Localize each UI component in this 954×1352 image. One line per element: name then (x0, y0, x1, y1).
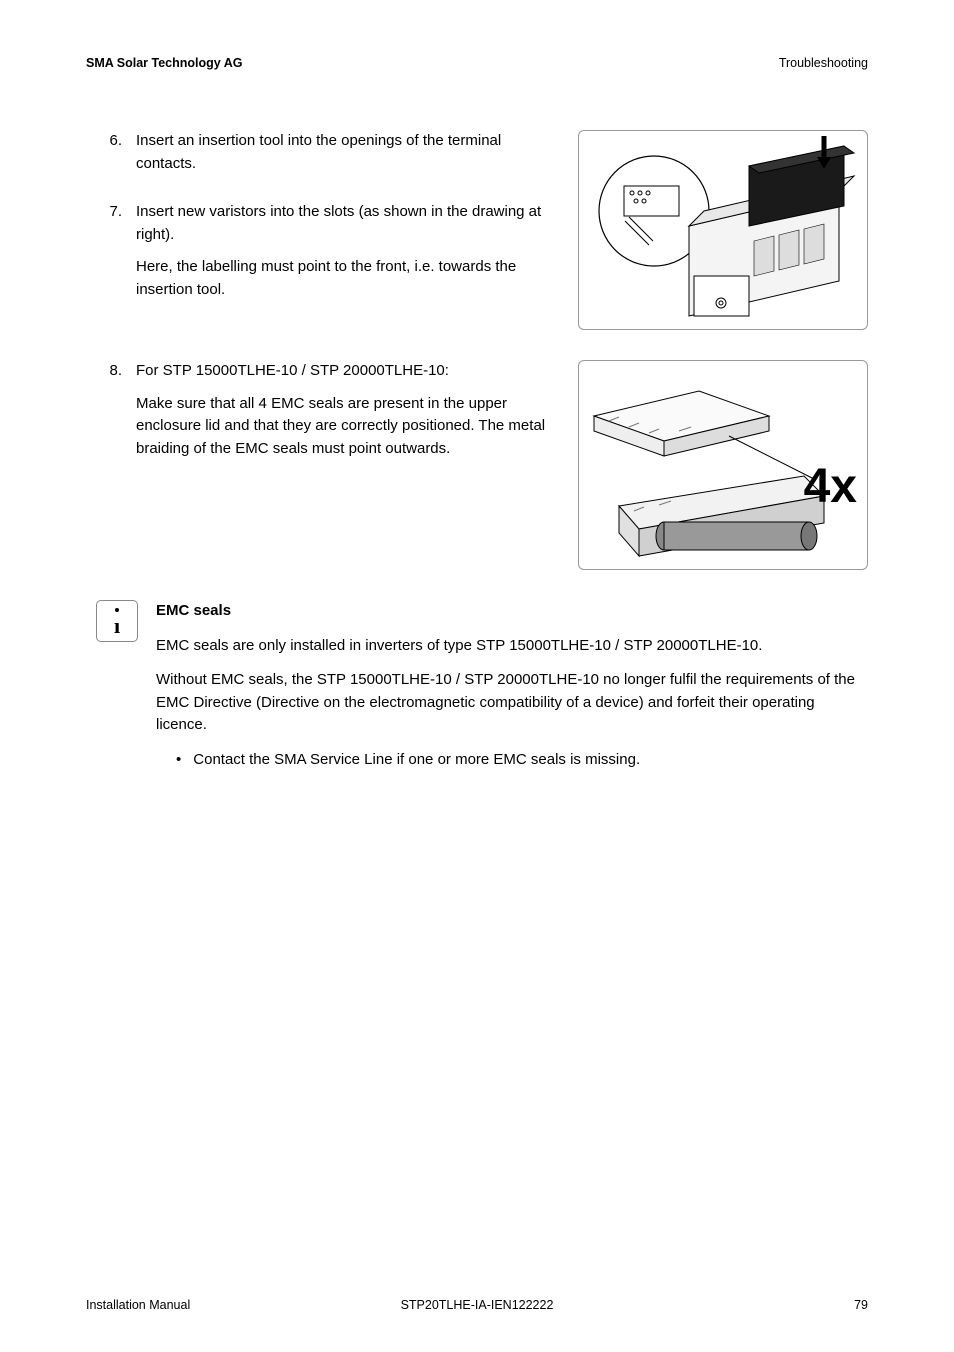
varistor-diagram-svg (579, 131, 868, 330)
figure-emc-seals: 4x (578, 360, 868, 570)
text-column-1: 6. Insert an insertion tool into the ope… (86, 130, 558, 330)
content-row-2: 8. For STP 15000TLHE-10 / STP 20000TLHE-… (86, 360, 868, 570)
page-footer: Installation Manual STP20TLHE-IA-IEN1222… (86, 1298, 868, 1312)
bullet-text: Contact the SMA Service Line if one or m… (193, 749, 640, 772)
step-6: 6. Insert an insertion tool into the ope… (96, 130, 558, 185)
figure-multiplier-label: 4x (804, 459, 857, 514)
step-text: Make sure that all 4 EMC seals are prese… (136, 393, 558, 461)
info-text: EMC seals are only installed in inverter… (156, 635, 868, 658)
info-body: EMC seals EMC seals are only installed i… (156, 600, 868, 771)
step-body: For STP 15000TLHE-10 / STP 20000TLHE-10:… (136, 360, 558, 470)
step-8: 8. For STP 15000TLHE-10 / STP 20000TLHE-… (96, 360, 558, 470)
text-column-2: 8. For STP 15000TLHE-10 / STP 20000TLHE-… (86, 360, 558, 570)
step-body: Insert new varistors into the slots (as … (136, 201, 558, 311)
info-note: ı EMC seals EMC seals are only installed… (86, 600, 868, 771)
step-number: 7. (96, 201, 122, 311)
footer-page-number: 79 (854, 1298, 868, 1312)
info-icon: ı (96, 600, 138, 642)
bullet-marker: • (176, 749, 181, 772)
page-header: SMA Solar Technology AG Troubleshooting (86, 56, 868, 70)
step-number: 8. (96, 360, 122, 470)
step-7: 7. Insert new varistors into the slots (… (96, 201, 558, 311)
footer-doc-id: STP20TLHE-IA-IEN122222 (86, 1298, 868, 1312)
info-title: EMC seals (156, 600, 868, 623)
step-text: Insert new varistors into the slots (as … (136, 201, 558, 246)
info-bullet: • Contact the SMA Service Line if one or… (156, 749, 868, 772)
content-row-1: 6. Insert an insertion tool into the ope… (86, 130, 868, 330)
header-section: Troubleshooting (779, 56, 868, 70)
footer-doc-type: Installation Manual (86, 1298, 190, 1312)
step-text: Insert an insertion tool into the openin… (136, 130, 558, 175)
info-text: Without EMC seals, the STP 15000TLHE-10 … (156, 669, 868, 737)
figure-column-2: 4x (578, 360, 868, 570)
header-company: SMA Solar Technology AG (86, 56, 243, 70)
step-text: Here, the labelling must point to the fr… (136, 256, 558, 301)
figure-column-1 (578, 130, 868, 330)
step-text: For STP 15000TLHE-10 / STP 20000TLHE-10: (136, 360, 558, 383)
step-number: 6. (96, 130, 122, 185)
step-body: Insert an insertion tool into the openin… (136, 130, 558, 185)
figure-varistor-insertion (578, 130, 868, 330)
